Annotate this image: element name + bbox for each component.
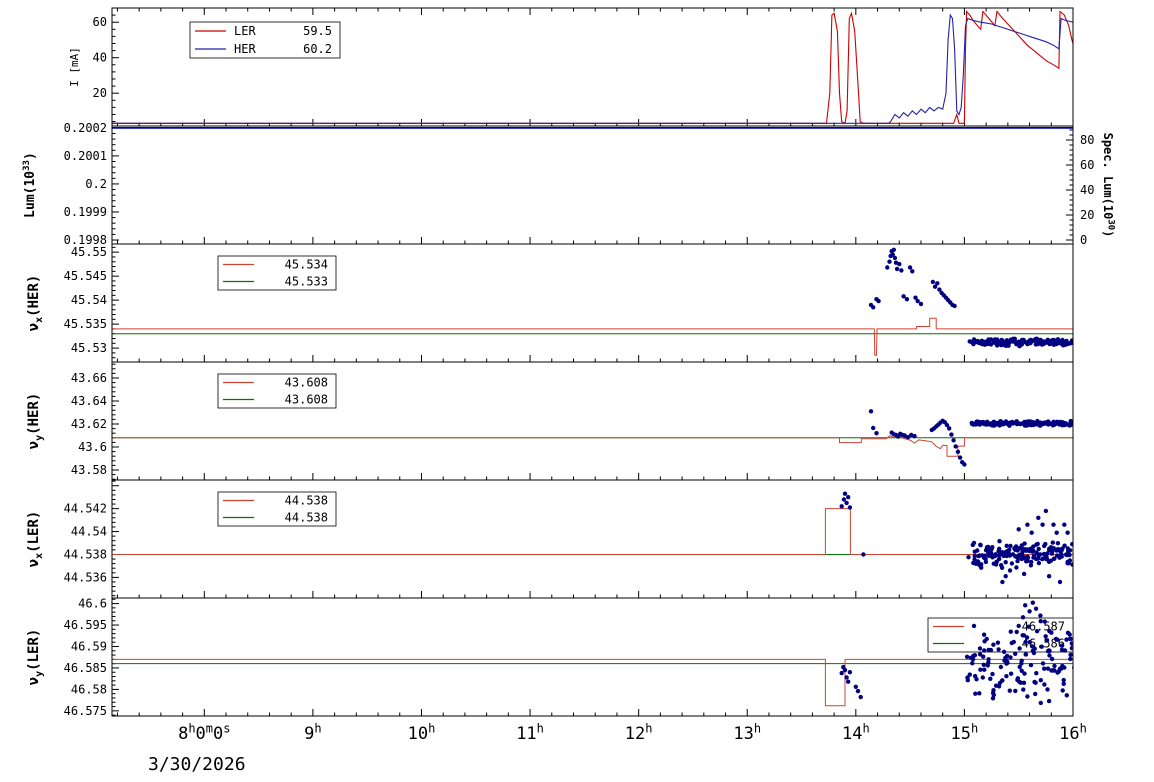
- y-tick-label: 45.55: [71, 245, 107, 259]
- x-tick-label: 11h: [516, 722, 544, 744]
- y-tick-label: 43.62: [71, 417, 107, 431]
- y-tick-label: 46.58: [71, 682, 107, 696]
- legend-box: [217, 255, 337, 291]
- y-tick-label: 43.58: [71, 463, 107, 477]
- y-tick-label: 44.54: [71, 525, 107, 539]
- series-setpoint: [112, 658, 1073, 707]
- series-HER: [112, 13, 1073, 124]
- series-setpoint: [112, 317, 1073, 356]
- right-tick-label: 60: [1080, 158, 1094, 172]
- y-tick-label: 46.575: [64, 704, 107, 718]
- right-axis-title: Spec. Lum(1030): [1101, 133, 1116, 238]
- legend-value: 46.587: [1022, 620, 1065, 634]
- panel-frame: [111, 597, 1074, 717]
- y-axis-title: I [mA]: [68, 47, 81, 87]
- y-tick-label: 0.2001: [64, 149, 107, 163]
- right-tick-label: 20: [1080, 208, 1094, 222]
- legend-value: 59.5: [303, 24, 332, 38]
- y-tick-label: 0.1999: [64, 205, 107, 219]
- panel-beam-current: 20 40 60 I [mA] LER 59.5 HER 60.2: [68, 7, 1074, 127]
- y-axis-title: νx(LER): [26, 511, 45, 568]
- y-tick-label: 20: [93, 86, 107, 100]
- x-tick-label: 15h: [951, 722, 979, 744]
- x-axis-labels: 8h0m0s 9h 10h 11h 12h 13h 14h 15h 16h: [178, 722, 1087, 744]
- right-tick-label: 0: [1080, 233, 1087, 247]
- y-tick-label: 46.59: [71, 639, 107, 653]
- date-label: 3/30/2026: [148, 754, 246, 775]
- legend: 45.534 45.533: [217, 255, 337, 291]
- series-setpoint: [112, 435, 1073, 457]
- scatter-series-measured: [868, 409, 1073, 467]
- x-tick-label: 10h: [408, 722, 436, 744]
- x-tick-label: 8h0m0s: [178, 722, 230, 744]
- y-tick-label: 45.535: [64, 317, 107, 331]
- y-tick-label: 46.595: [64, 618, 107, 632]
- right-tick-label: 80: [1080, 133, 1094, 147]
- legend-value: 60.2: [303, 42, 332, 56]
- y-tick-label: 45.54: [71, 293, 107, 307]
- legend-value: 44.538: [285, 494, 328, 508]
- y-tick-label: 60: [93, 15, 107, 29]
- y-axis-title: νx(HER): [26, 275, 45, 332]
- y-tick-label: 46.585: [64, 661, 107, 675]
- y-tick-label: 0.1998: [64, 233, 107, 247]
- panel-nux-her: 45.53 45.535 45.54 45.545 45.55 νx(HER) 45.534…: [26, 243, 1074, 363]
- y-tick-label: 43.6: [78, 440, 107, 454]
- legend-value: 45.533: [285, 275, 328, 289]
- legend-value: 44.538: [285, 511, 328, 525]
- legend-value: 43.608: [285, 393, 328, 407]
- y-tick-label: 44.542: [64, 502, 107, 516]
- legend-value: 45.534: [285, 258, 328, 272]
- y-tick-label: 44.538: [64, 547, 107, 561]
- x-tick-label: 9h: [304, 722, 321, 744]
- legend-box: [927, 617, 1074, 653]
- legend: LER 59.5 HER 60.2: [189, 21, 341, 59]
- y-axis-title: νy(LER): [26, 629, 45, 686]
- y-tick-label: 45.53: [71, 341, 107, 355]
- series-LER: [112, 10, 1073, 125]
- y-tick-label: 43.64: [71, 394, 107, 408]
- panel-nuy-her: 43.5843.643.6243.6443.66νy(HER)43.60843.…: [26, 361, 1074, 481]
- scatter-series-measured: [839, 491, 1073, 585]
- x-tick-label: 13h: [733, 722, 761, 744]
- legend-label: HER: [234, 42, 256, 56]
- y-axis-title: νy(HER): [26, 393, 45, 450]
- y-tick-label: 46.6: [78, 597, 107, 611]
- y-tick-label: 43.66: [71, 371, 107, 385]
- x-tick-label: 16h: [1059, 722, 1087, 744]
- legend-box: [217, 373, 337, 409]
- panel-luminosity: 0.1998 0.1999 0.2 0.2001 0.2002 0 20 40 60 80 Spec…: [22, 121, 1116, 247]
- y-tick-label: 0.2: [85, 177, 107, 191]
- scatter-series-measured: [868, 247, 1073, 349]
- legend-box: [217, 491, 337, 527]
- panel-frame: [111, 125, 1074, 245]
- y-tick-label: 44.536: [64, 570, 107, 584]
- x-tick-label: 12h: [625, 722, 653, 744]
- legend-box: [189, 21, 341, 59]
- scatter-series-measured: [839, 600, 1073, 706]
- legend-label: LER: [234, 24, 256, 38]
- y-axis-title: Lum(1033): [22, 152, 38, 218]
- panel-nux-ler: 44.53644.53844.5444.542νx(LER)44.53844.5…: [26, 479, 1074, 599]
- y-tick-label: 0.2002: [64, 121, 107, 135]
- y-tick-label: 40: [93, 51, 107, 65]
- series-setpoint: [112, 508, 1073, 555]
- x-tick-label: 14h: [842, 722, 870, 744]
- legend-value: 43.608: [285, 376, 328, 390]
- panel-nuy-ler: 46.575 46.58 46.585 46.59 46.595 46.6 νy(LER) 4…: [26, 597, 1074, 718]
- right-tick-label: 40: [1080, 183, 1094, 197]
- legend: 43.608 43.608: [217, 373, 337, 409]
- legend: 44.538 44.538: [217, 491, 337, 527]
- y-tick-label: 45.545: [64, 269, 107, 283]
